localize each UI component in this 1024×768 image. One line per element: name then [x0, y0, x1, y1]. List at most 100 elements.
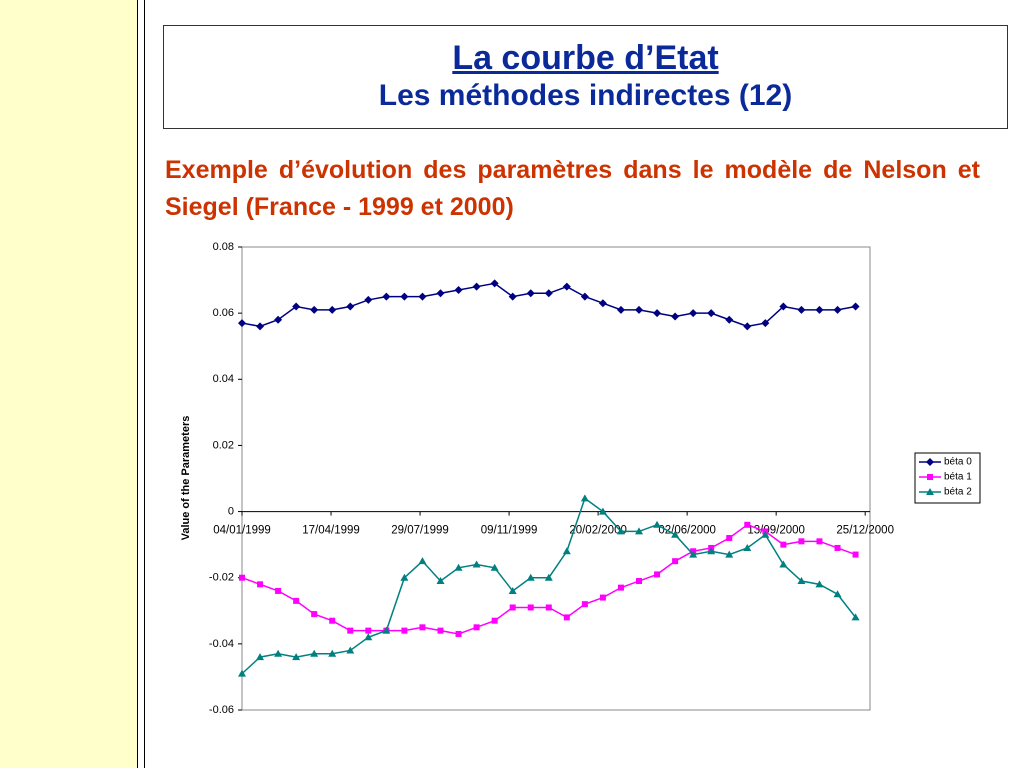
- marker: [454, 563, 463, 571]
- marker: [562, 282, 571, 291]
- marker: [274, 315, 283, 324]
- title-box: La courbe d’Etat Les méthodes indirectes…: [163, 25, 1008, 129]
- marker: [926, 458, 934, 466]
- marker: [636, 578, 643, 585]
- marker: [653, 520, 662, 528]
- y-tick-label: 0.08: [213, 241, 234, 253]
- marker: [472, 560, 481, 568]
- marker: [419, 624, 426, 631]
- marker: [491, 617, 498, 624]
- marker: [347, 627, 354, 634]
- marker: [311, 611, 318, 618]
- marker: [508, 586, 517, 594]
- marker: [364, 633, 373, 641]
- marker: [598, 299, 607, 308]
- marker: [293, 597, 300, 604]
- marker: [616, 305, 625, 314]
- y-tick-label: 0: [228, 505, 234, 517]
- marker: [526, 573, 535, 581]
- marker: [454, 285, 463, 294]
- marker: [257, 581, 264, 588]
- marker: [436, 289, 445, 298]
- subtitle: Les méthodes indirectes (12): [378, 79, 793, 112]
- legend-label: béta 2: [944, 487, 972, 498]
- marker: [437, 627, 444, 634]
- marker: [689, 309, 698, 318]
- marker: [851, 302, 860, 311]
- x-tick-label: 25/12/2000: [836, 525, 894, 537]
- marker: [726, 535, 733, 542]
- y-axis-label: Value of the Parameters: [180, 416, 192, 541]
- marker: [365, 627, 372, 634]
- marker: [798, 538, 805, 545]
- divider: [144, 0, 145, 768]
- marker: [851, 613, 860, 621]
- marker: [580, 494, 589, 502]
- marker: [580, 292, 589, 301]
- marker: [562, 547, 571, 555]
- marker: [527, 604, 534, 611]
- marker: [545, 604, 552, 611]
- marker: [508, 292, 517, 301]
- marker: [238, 319, 246, 328]
- marker: [779, 560, 788, 568]
- marker: [779, 302, 788, 311]
- marker: [744, 521, 751, 528]
- marker: [526, 289, 535, 298]
- marker: [364, 295, 373, 304]
- marker: [292, 302, 301, 311]
- marker: [635, 305, 644, 314]
- marker: [256, 653, 265, 661]
- y-tick-label: 0.02: [213, 439, 234, 451]
- marker: [310, 305, 319, 314]
- marker: [815, 305, 824, 314]
- title: La courbe d’Etat: [452, 39, 719, 77]
- marker: [654, 571, 661, 578]
- marker: [617, 584, 624, 591]
- marker: [292, 653, 301, 661]
- marker: [490, 563, 499, 571]
- marker: [743, 543, 752, 551]
- marker: [761, 319, 770, 328]
- marker: [509, 604, 516, 611]
- marker: [436, 577, 445, 585]
- marker: [816, 538, 823, 545]
- paragraph: Exemple d’évolution des paramètres dans …: [165, 156, 980, 221]
- y-tick-label: 0.06: [213, 307, 234, 319]
- y-tick-label: -0.02: [209, 572, 234, 584]
- marker: [401, 627, 408, 634]
- marker: [455, 630, 462, 637]
- marker: [400, 573, 409, 581]
- marker: [743, 322, 752, 331]
- marker: [598, 507, 607, 515]
- marker: [671, 530, 680, 538]
- marker: [563, 614, 570, 621]
- marker: [274, 649, 283, 657]
- marker: [725, 550, 734, 558]
- side-band: [0, 0, 138, 768]
- marker: [328, 305, 337, 314]
- marker: [256, 322, 265, 331]
- y-tick-label: -0.06: [209, 704, 234, 716]
- marker: [834, 544, 841, 551]
- x-tick-label: 29/07/1999: [391, 525, 449, 537]
- marker: [599, 594, 606, 601]
- marker: [310, 649, 319, 657]
- x-tick-label: 17/04/1999: [302, 525, 360, 537]
- marker: [382, 292, 391, 301]
- marker: [797, 305, 806, 314]
- marker: [238, 669, 246, 677]
- marker: [239, 574, 245, 581]
- marker: [780, 541, 787, 548]
- x-tick-label: 20/02/2000: [569, 525, 627, 537]
- marker: [927, 474, 933, 480]
- marker: [472, 282, 481, 291]
- marker: [671, 312, 680, 321]
- x-tick-label: 13/09/2000: [747, 525, 805, 537]
- marker: [328, 649, 337, 657]
- marker: [926, 488, 934, 495]
- marker: [797, 577, 806, 585]
- marker: [581, 601, 588, 608]
- marker: [635, 527, 644, 535]
